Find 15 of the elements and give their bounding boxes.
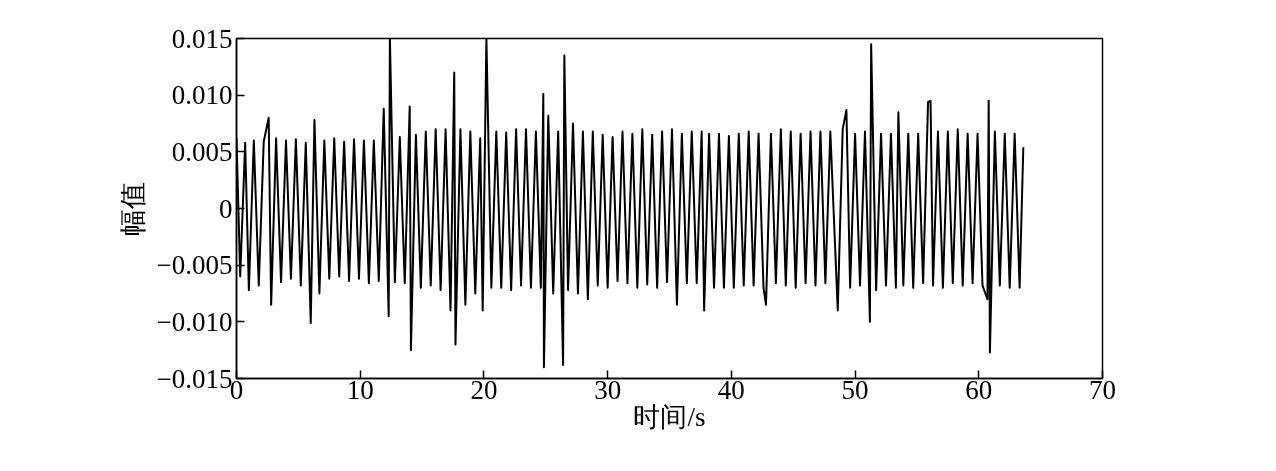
x-tick-label: 70 xyxy=(1089,374,1116,405)
y-tick-label: 0.010 xyxy=(171,80,233,111)
x-tick-label: 60 xyxy=(965,374,993,405)
y-tick-label: 0.015 xyxy=(171,23,233,54)
y-tick-label: 0.005 xyxy=(171,136,233,167)
y-tick-label: 0 xyxy=(219,193,233,224)
y-tick-label: −0.005 xyxy=(156,250,233,281)
y-tick-label: −0.010 xyxy=(156,306,233,337)
x-axis-title: 时间/s xyxy=(633,401,706,432)
x-tick-label: 40 xyxy=(717,374,745,405)
x-tick-label: 50 xyxy=(841,374,869,405)
x-tick-label: 30 xyxy=(594,374,622,405)
x-tick-label: 10 xyxy=(346,374,374,405)
y-axis-title: 幅值 xyxy=(117,181,148,236)
x-tick-label: 20 xyxy=(470,374,498,405)
